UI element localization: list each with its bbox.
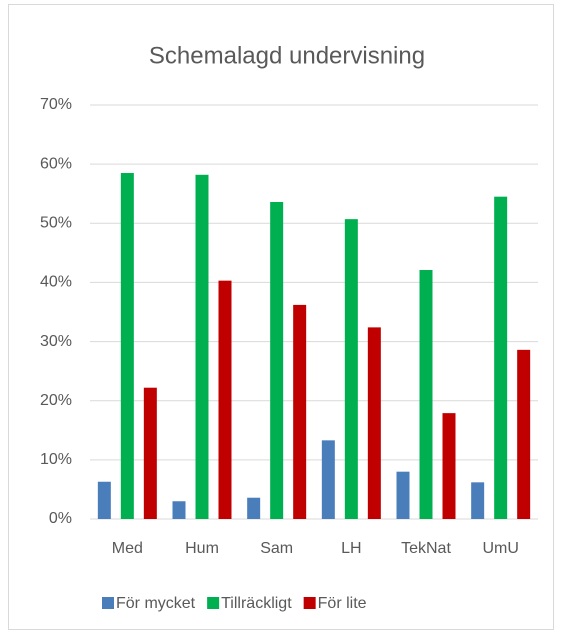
legend-label: För lite [318,595,367,612]
y-tick-label: 20% [40,392,72,409]
bar [97,481,111,519]
chart-title: Schemalagd undervisning [149,42,425,69]
y-tick-label: 0% [49,510,72,527]
bar [247,497,261,519]
bar [419,270,433,519]
bar [270,201,284,519]
bar [442,413,456,519]
y-tick-label: 40% [40,274,72,291]
x-tick-label: LH [341,540,361,557]
x-tick-label: TekNat [401,540,451,557]
bar [517,349,531,519]
bar [471,482,485,519]
bar [494,196,508,519]
bar [367,327,381,519]
legend-marker [207,597,220,609]
bar [195,174,209,519]
legend-label: För mycket [116,595,196,612]
bar [321,440,335,519]
y-tick-label: 50% [40,215,72,232]
bar [143,387,157,519]
bar [172,501,186,519]
y-tick-label: 70% [40,96,72,113]
legend-marker [303,597,316,609]
bar [396,471,410,519]
y-tick-label: 10% [40,451,72,468]
y-tick-label: 30% [40,333,72,350]
bar [293,304,307,519]
bar [120,173,134,519]
x-tick-label: UmU [482,540,518,557]
x-tick-label: Sam [260,540,293,557]
bar [218,280,232,519]
bar [344,219,358,519]
x-tick-label: Med [112,540,143,557]
x-tick-label: Hum [185,540,219,557]
y-tick-label: 60% [40,155,72,172]
legend-marker [102,597,114,609]
legend-label: Tillräckligt [221,595,292,612]
